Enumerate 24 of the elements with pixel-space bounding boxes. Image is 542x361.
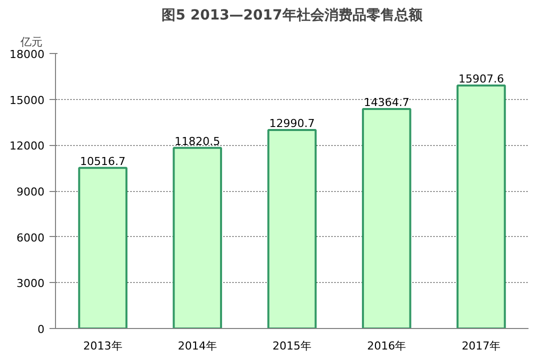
x-tick-label: 2016年 [367,340,406,352]
data-label: 14364.7 [364,96,410,110]
y-tick-label: 9000 [16,186,45,198]
y-tick-label: 18000 [10,48,45,61]
data-label: 11820.5 [174,134,220,148]
y-tick-label: 6000 [16,231,45,244]
x-tick-label: 2017年 [462,340,501,352]
data-label: 15907.6 [458,72,504,86]
x-tick-label: 2014年 [178,340,217,352]
data-label: 12990.7 [269,117,315,130]
y-tick-label: 15000 [10,94,45,107]
bar [456,84,506,328]
bar [78,166,128,328]
y-tick-label: 3000 [16,277,45,290]
x-tick-label: 2015年 [272,340,312,352]
y-axis-title: 亿元 [20,36,42,48]
bar [267,129,317,328]
chart-title: 图5 2013—2017年社会消费品零售总额 [162,6,424,24]
y-tick-label: 0 [38,323,44,336]
y-tick-label: 12000 [10,140,45,153]
bar [362,108,412,328]
bar [172,146,222,328]
x-tick-label: 2013年 [83,340,122,352]
data-label: 10516.7 [80,154,126,168]
